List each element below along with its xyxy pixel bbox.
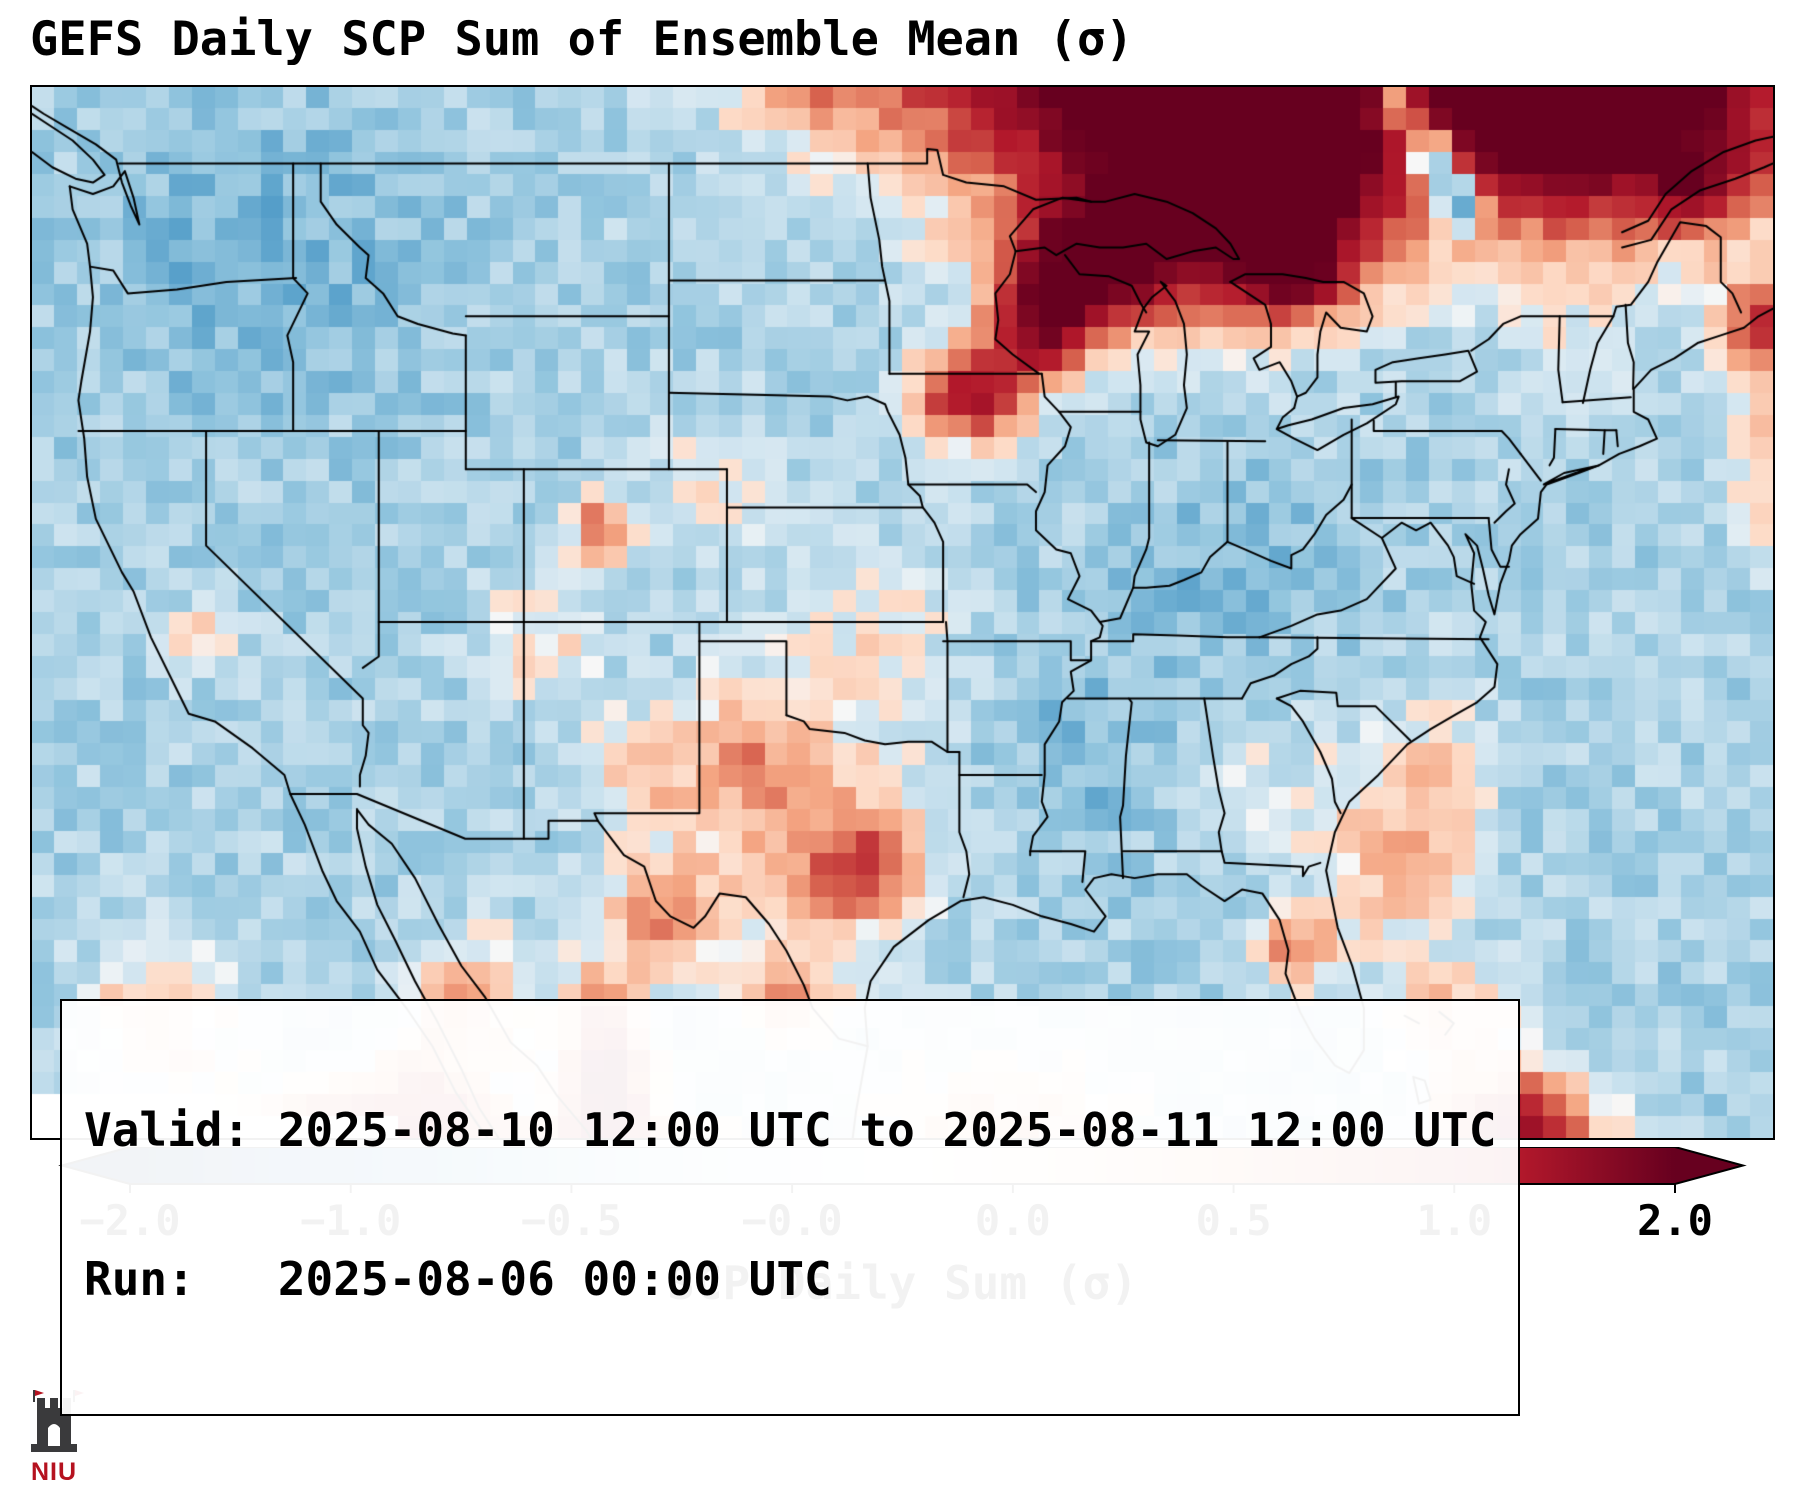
page-title: GEFS Daily SCP Sum of Ensemble Mean (σ) [30,12,1134,67]
niu-logo: NIU [22,1388,86,1488]
run-time-line: Run: 2025-08-06 00:00 UTC [84,1252,832,1307]
scp-heatmap-canvas [32,87,1773,1138]
forecast-info-box: Valid: 2025-08-10 12:00 UTC to 2025-08-1… [60,999,1521,1417]
valid-time-line: Valid: 2025-08-10 12:00 UTC to 2025-08-1… [84,1103,1497,1158]
colorbar-tick-label: 2.0 [1637,1196,1713,1245]
niu-wordmark: NIU [30,1458,78,1486]
niu-tower-icon [31,1390,84,1452]
map-panel: Valid: 2025-08-10 12:00 UTC to 2025-08-1… [30,85,1775,1417]
